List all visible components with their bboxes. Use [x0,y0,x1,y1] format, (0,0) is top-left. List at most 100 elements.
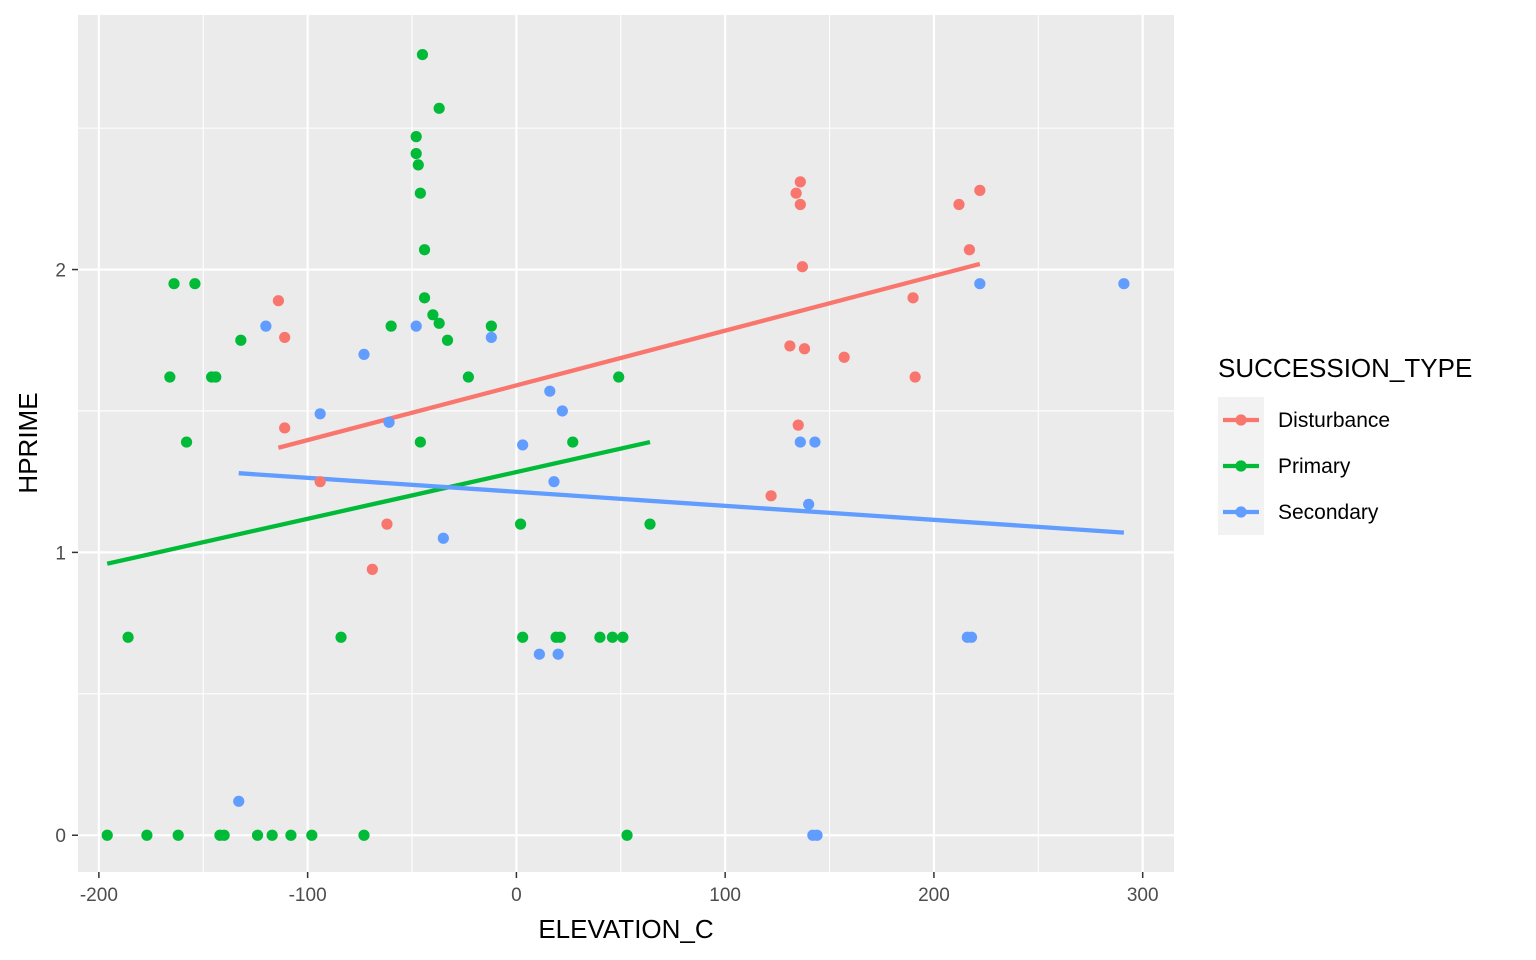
point-primary [567,436,579,448]
legend-label-secondary: Secondary [1278,501,1379,524]
legend: SUCCESSION_TYPE Disturbance Primary Second… [1218,353,1472,535]
point-disturbance [798,343,811,355]
point-primary [189,278,201,290]
point-primary [335,631,347,643]
point-primary [168,278,180,290]
point-primary [617,631,629,643]
point-secondary [548,476,560,488]
point-disturbance [314,476,326,488]
point-primary [235,334,247,346]
point-primary [427,309,439,321]
x-tick-label: 100 [709,885,741,906]
point-primary [644,518,656,530]
x-tick-label: 0 [511,885,522,906]
point-secondary [437,532,449,544]
point-disturbance [963,244,976,256]
point-primary [122,631,134,643]
legend-dot-disturbance [1235,414,1247,426]
point-primary [441,334,454,346]
point-primary [251,829,264,841]
point-primary [141,829,153,841]
x-tick-label: -200 [80,885,118,906]
point-secondary [809,436,821,448]
point-disturbance [792,419,804,431]
point-primary [218,829,230,841]
y-axis-title: HPRIME [13,392,43,493]
point-primary [210,371,222,383]
point-secondary [794,436,806,448]
point-disturbance [794,176,806,188]
y-tick-label: 0 [55,826,66,847]
point-primary [410,131,422,143]
point-primary [554,631,566,643]
point-disturbance [953,198,965,211]
point-primary [266,829,278,841]
point-primary [606,631,619,643]
point-primary [517,631,529,643]
point-secondary [544,385,556,397]
point-primary [412,159,424,171]
trend-line-disturbance [277,261,981,450]
legend-dot-secondary [1235,506,1247,518]
point-primary [485,320,497,332]
point-primary [414,436,426,448]
point-secondary [803,498,815,510]
point-primary [180,436,193,448]
point-disturbance [974,184,986,196]
point-secondary [965,631,978,643]
trend-line-secondary [238,471,1125,535]
point-disturbance [784,340,796,352]
data-points [101,48,1130,841]
point-primary [358,829,370,841]
point-disturbance [790,187,802,199]
point-primary [433,317,445,329]
y-tick-label: 2 [55,261,66,282]
point-secondary [974,278,986,290]
point-primary [433,102,445,114]
point-primary [418,292,431,304]
point-primary [385,320,397,332]
point-primary [514,518,527,530]
point-secondary [314,408,326,420]
trend-lines [106,261,1125,566]
point-secondary [410,320,422,332]
point-secondary [517,439,529,451]
point-disturbance [907,292,919,304]
point-primary [285,829,297,841]
x-tick-label: -100 [289,885,327,906]
point-primary [418,244,431,256]
point-primary [613,371,625,383]
point-disturbance [272,295,285,307]
legend-label-primary: Primary [1278,455,1351,478]
point-primary [416,48,429,61]
x-tick-label: 200 [918,885,950,906]
point-primary [462,371,474,383]
trend-line-primary [106,439,651,566]
point-disturbance [279,422,291,434]
point-primary [172,829,184,841]
point-disturbance [796,261,809,273]
point-secondary [1118,278,1130,290]
point-disturbance [381,518,393,530]
point-primary [164,371,176,383]
point-primary [306,829,318,841]
y-tick-label: 1 [55,543,66,564]
point-primary [621,829,633,841]
point-secondary [556,405,568,417]
point-secondary [485,331,497,344]
point-disturbance [838,351,850,363]
legend-title: SUCCESSION_TYPE [1218,353,1472,383]
x-axis-ticks: -200 -100 0 100 200 300 [80,872,1159,906]
x-axis-title: ELEVATION_C [538,914,713,944]
legend-dot-primary [1235,460,1247,472]
point-disturbance [279,331,291,344]
legend-label-disturbance: Disturbance [1278,409,1390,432]
point-secondary [383,416,395,428]
point-secondary [552,648,564,660]
point-primary [410,147,422,160]
point-primary [594,631,606,643]
point-disturbance [794,198,806,211]
point-disturbance [366,563,378,575]
y-axis-ticks: 0 1 2 [55,261,78,847]
